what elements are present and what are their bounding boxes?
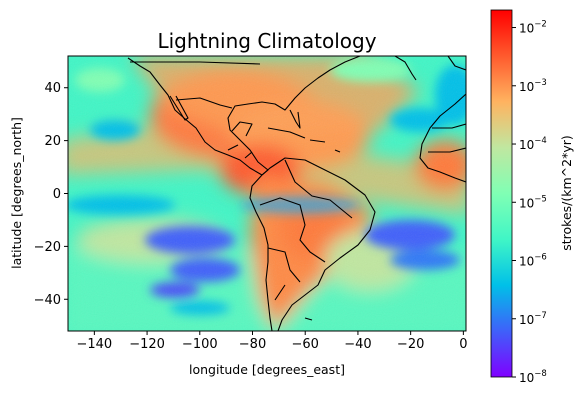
x-tick-label: −100: [182, 337, 218, 352]
colorbar-tick-label: 10−4: [519, 136, 547, 152]
x-tick-label: −140: [76, 337, 112, 352]
colorbar-tick-label: 10−6: [519, 253, 547, 269]
y-tick-label: −20: [34, 240, 61, 255]
x-axis: −140 −120 −100 −80 −60 −40 −20 0: [76, 331, 468, 352]
x-tick-label: −80: [239, 337, 266, 352]
colorbar-tick-label: 10−2: [519, 20, 547, 36]
coastlines: [127, 56, 466, 331]
colorbar-tick-label: 10−7: [519, 311, 547, 327]
colorbar-tick-label: 10−8: [519, 369, 547, 385]
colorbar-tick-label: 10−3: [519, 78, 547, 94]
chart-title: Lightning Climatology: [157, 29, 376, 53]
y-tick-label: 40: [44, 81, 61, 96]
x-axis-label: longitude [degrees_east]: [189, 362, 345, 377]
x-tick-label: 0: [459, 337, 467, 352]
y-tick-label: 0: [53, 187, 61, 202]
colorbar-ticks: 10−8 10−7 10−6 10−5 10−4 10−3 10−2: [512, 20, 547, 385]
y-axis: 40 20 0 −20 −40: [34, 81, 68, 308]
colorbar-tick-label: 10−5: [519, 194, 547, 210]
x-tick-label: −40: [344, 337, 371, 352]
y-axis-label: latitude [degrees_north]: [9, 117, 24, 269]
lightning-density-field: [68, 56, 466, 331]
x-tick-label: −20: [397, 337, 424, 352]
colorbar-label: strokes/(km^2*yr): [559, 135, 574, 251]
y-tick-label: −40: [34, 293, 61, 308]
x-tick-label: −120: [129, 337, 165, 352]
x-tick-label: −60: [291, 337, 318, 352]
colorbar: [490, 9, 513, 378]
y-tick-label: 20: [44, 134, 61, 149]
